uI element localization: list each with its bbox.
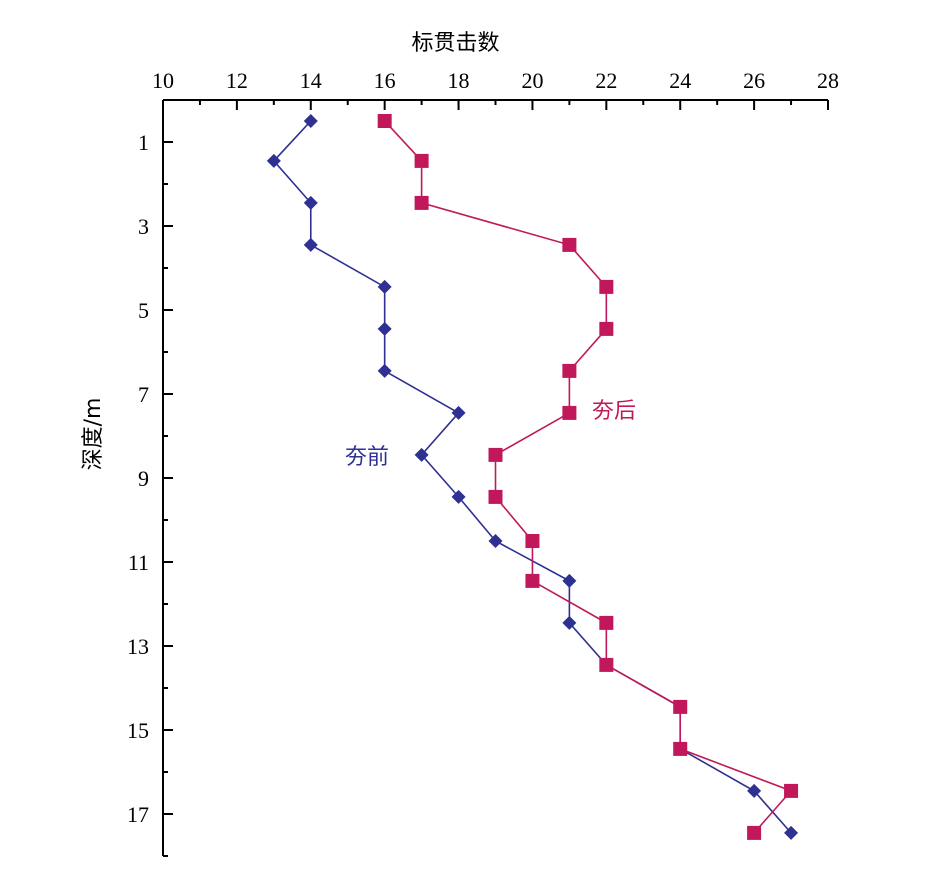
data-point-diamond: [562, 573, 577, 588]
y-tick-label: 1: [138, 130, 149, 155]
x-tick-label: 20: [521, 68, 543, 93]
series-label-after: 夯后: [592, 399, 636, 424]
data-point-square: [784, 783, 799, 798]
x-tick-label: 22: [595, 68, 617, 93]
data-point-square: [599, 657, 614, 672]
data-point-square: [377, 114, 392, 128]
data-point-square: [747, 825, 762, 840]
x-axis-title: 标贯击数: [411, 31, 499, 56]
x-tick-label: 10: [152, 68, 174, 93]
data-point-diamond: [784, 825, 799, 840]
y-tick-label: 9: [138, 466, 149, 491]
data-point-square: [414, 153, 429, 168]
x-tick-label: 24: [669, 68, 691, 93]
y-tick-label: 3: [138, 214, 149, 239]
data-point-diamond: [747, 783, 762, 798]
data-point-square: [488, 447, 503, 462]
data-point-square: [562, 363, 577, 378]
data-point-diamond: [377, 321, 392, 336]
y-tick-label: 11: [128, 550, 149, 575]
series-line: [384, 120, 793, 834]
data-point-diamond: [451, 489, 466, 504]
data-point-diamond: [414, 447, 429, 462]
data-point-square: [525, 534, 540, 548]
y-tick-label: 15: [127, 718, 149, 743]
data-point-diamond: [303, 237, 318, 252]
series-0: [266, 114, 799, 840]
series-layer: [266, 114, 799, 840]
data-point-diamond: [377, 363, 392, 378]
data-point-diamond: [303, 114, 318, 128]
data-point-diamond: [451, 405, 466, 420]
x-tick-label: 12: [226, 68, 248, 93]
series-1: [377, 114, 799, 840]
series-label-before: 夯前: [345, 445, 389, 470]
data-point-square: [562, 405, 577, 420]
data-point-square: [599, 279, 614, 294]
data-point-diamond: [488, 534, 503, 548]
y-tick-label: 5: [138, 298, 149, 323]
x-tick-label: 18: [448, 68, 470, 93]
y-axis-title: 深度/m: [81, 398, 106, 471]
y-tick-label: 13: [127, 634, 149, 659]
data-point-diamond: [266, 153, 281, 168]
data-point-square: [488, 489, 503, 504]
x-tick-label: 16: [374, 68, 396, 93]
data-point-square: [414, 195, 429, 210]
series-line: [272, 120, 792, 834]
x-tick-label: 14: [300, 68, 322, 93]
data-point-square: [673, 699, 688, 714]
data-point-square: [673, 741, 688, 756]
y-tick-label: 7: [138, 382, 149, 407]
data-point-diamond: [562, 615, 577, 630]
data-point-square: [599, 615, 614, 630]
data-point-diamond: [303, 195, 318, 210]
x-tick-label: 26: [743, 68, 765, 93]
data-point-square: [525, 573, 540, 588]
y-tick-label: 17: [127, 802, 149, 827]
x-tick-label: 28: [817, 68, 839, 93]
data-point-diamond: [377, 279, 392, 294]
data-point-square: [562, 237, 577, 252]
data-point-square: [599, 321, 614, 336]
